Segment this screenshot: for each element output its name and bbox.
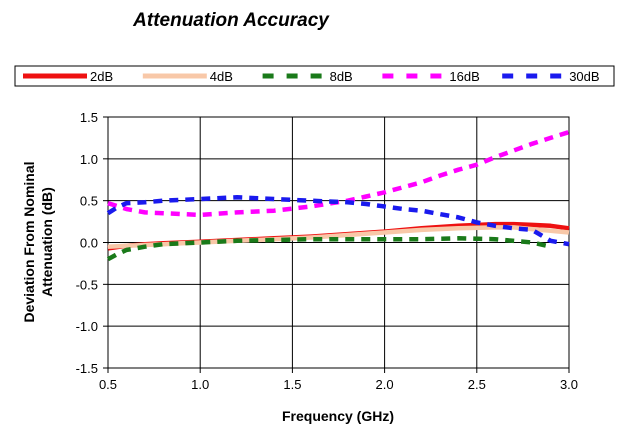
series-lines [106,129,570,262]
legend-label-30db: 30dB [569,69,599,84]
x-axis-ticks: 0.5 1.0 1.5 2.0 2.5 3.0 [99,368,578,392]
y-axis-label-line-2: Attenuation (dB) [39,187,55,297]
y-tick-label: 0.5 [80,194,98,209]
x-tick-label: 1.0 [191,377,209,392]
series-line-16db [107,129,570,218]
legend-label-2db: 2dB [90,69,113,84]
x-tick-label: 3.0 [560,377,578,392]
y-axis-label-line-1: Deviation From Nominal [21,161,37,322]
x-tick-label: 2.5 [468,377,486,392]
x-axis-label: Frequency (GHz) [282,408,394,424]
x-tick-label: 0.5 [99,377,117,392]
y-axis-label: Deviation From Nominal Attenuation (dB) [21,161,55,322]
y-tick-label: 1.5 [80,110,98,125]
y-tick-label: 0.0 [80,236,98,251]
legend-label-16db: 16dB [449,69,479,84]
legend-label-8db: 8dB [330,69,353,84]
legend-label-4db: 4dB [210,69,233,84]
series-line-30db [106,195,570,247]
x-tick-label: 1.5 [283,377,301,392]
y-tick-label: -0.5 [76,277,98,292]
chart-title: Attenuation Accuracy [132,10,330,31]
y-tick-label: 1.0 [80,152,98,167]
series-line-8db [106,236,552,262]
x-tick-label: 2.0 [376,377,394,392]
legend: 2dB 4dB 8dB 16dB 30dB [14,65,615,87]
y-tick-label: -1.5 [76,361,98,376]
y-tick-label: -1.0 [76,319,98,334]
y-axis-ticks: 1.5 1.0 0.5 0.0 -0.5 -1.0 -1.5 [76,110,108,376]
